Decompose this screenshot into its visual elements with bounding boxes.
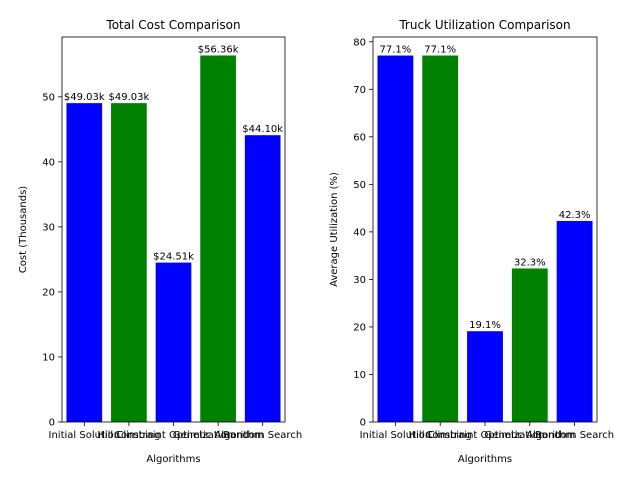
cost-bar-0 bbox=[66, 103, 103, 423]
utilization-data-label-3: 32.3% bbox=[514, 257, 546, 268]
utilization-data-label-1: 77.1% bbox=[424, 45, 456, 56]
cost-bar-4 bbox=[244, 135, 281, 422]
cost-axes-frame bbox=[61, 36, 286, 423]
utilization-data-label-0: 77.1% bbox=[380, 45, 412, 56]
utilization-xtick-label-0: Initial Solution bbox=[360, 430, 432, 441]
cost-data-label-3: $56.36k bbox=[198, 44, 239, 55]
utilization-chart-title: Truck Utilization Comparison bbox=[398, 18, 570, 32]
utilization-xtick-label-4: Random Search bbox=[535, 430, 614, 441]
cost-xtick-label-3: Genetic Algorithm bbox=[173, 430, 264, 441]
cost-data-label-4: $44.10k bbox=[242, 124, 283, 135]
cost-bar-1 bbox=[111, 103, 147, 423]
cost-xtick-label-1: Hill Climbing bbox=[97, 430, 160, 441]
utilization-chart: Truck Utilization Comparison Algorithms … bbox=[329, 18, 614, 465]
utilization-ytick-label-6: 60 bbox=[353, 132, 366, 143]
cost-data-label-1: $49.03k bbox=[109, 92, 150, 103]
cost-ytick-label-2: 20 bbox=[42, 287, 55, 298]
cost-data-label-2: $24.51k bbox=[153, 252, 194, 263]
utilization-ytick-label-1: 10 bbox=[353, 370, 366, 381]
utilization-data-label-2: 19.1% bbox=[469, 320, 501, 331]
utilization-xtick-label-3: Genetic Algorithm bbox=[484, 430, 575, 441]
cost-xtick-label-2: Constraint Optimization bbox=[114, 430, 233, 441]
utilization-bar-0 bbox=[377, 55, 414, 422]
utilization-ytick-label-2: 20 bbox=[353, 322, 366, 333]
utilization-chart-ylabel: Average Utilization (%) bbox=[329, 172, 340, 287]
utilization-ytick-label-3: 30 bbox=[353, 275, 366, 286]
cost-ytick-label-5: 50 bbox=[42, 92, 55, 103]
cost-bar-2 bbox=[155, 262, 192, 422]
utilization-ytick-label-4: 40 bbox=[353, 227, 366, 238]
utilization-axes-frame bbox=[372, 36, 598, 423]
utilization-ytick-label-0: 0 bbox=[360, 418, 366, 429]
cost-ytick-label-3: 30 bbox=[42, 222, 55, 233]
cost-chart-title: Total Cost Comparison bbox=[105, 18, 240, 32]
utilization-ytick-label-5: 50 bbox=[353, 180, 366, 191]
utilization-ytick-label-8: 80 bbox=[353, 37, 366, 48]
utilization-chart-xlabel: Algorithms bbox=[458, 454, 512, 465]
utilization-bar-2 bbox=[467, 331, 503, 422]
utilization-bar-4 bbox=[556, 220, 593, 422]
utilization-ytick-label-7: 70 bbox=[353, 85, 366, 96]
cost-xtick-label-0: Initial Solution bbox=[49, 430, 121, 441]
cost-ytick-label-0: 0 bbox=[49, 418, 55, 429]
utilization-bar-1 bbox=[422, 55, 459, 422]
cost-chart-ylabel: Cost (Thousands) bbox=[18, 186, 29, 273]
cost-ytick-label-4: 40 bbox=[42, 157, 55, 168]
utilization-data-label-4: 42.3% bbox=[559, 210, 591, 221]
cost-chart: Total Cost Comparison Algorithms Cost (T… bbox=[18, 18, 302, 465]
cost-chart-xlabel: Algorithms bbox=[146, 454, 200, 465]
cost-data-label-0: $49.03k bbox=[64, 92, 105, 103]
utilization-xtick-label-1: Hill Climbing bbox=[409, 430, 472, 441]
cost-xtick-label-4: Random Search bbox=[223, 430, 302, 441]
cost-ytick-label-1: 10 bbox=[42, 352, 55, 363]
cost-bar-3 bbox=[200, 55, 236, 422]
utilization-xtick-label-2: Constraint Optimization bbox=[426, 430, 545, 441]
utilization-bar-3 bbox=[511, 268, 548, 422]
